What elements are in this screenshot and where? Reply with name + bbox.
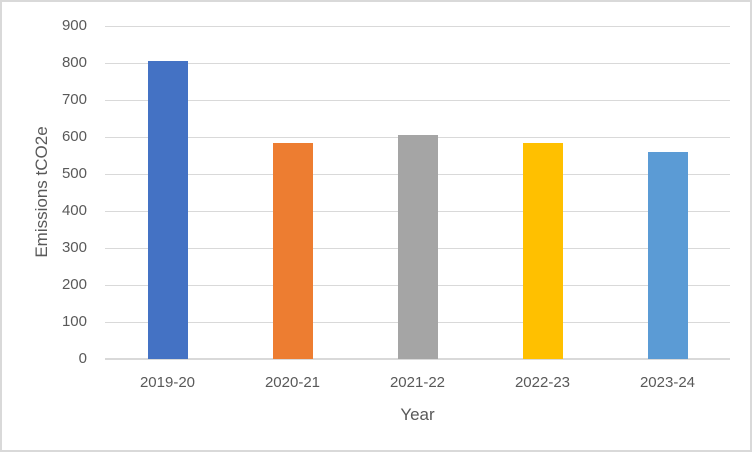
bar-2022-23	[522, 142, 563, 359]
gridline-800	[105, 63, 730, 64]
bar-2020-21	[272, 142, 313, 359]
y-tick-100: 100	[61, 313, 87, 330]
plot-area	[105, 26, 730, 360]
x-axis-line	[105, 358, 730, 360]
bar-2019-20	[147, 61, 188, 359]
gridline-700	[105, 100, 730, 101]
x-label-2021-22: 2021-22	[389, 374, 446, 391]
bar-2021-22	[397, 135, 438, 359]
bar-2023-24	[647, 151, 688, 359]
y-tick-200: 200	[61, 276, 87, 293]
x-label-2023-24: 2023-24	[639, 374, 696, 391]
gridline-900	[105, 26, 730, 27]
x-label-2019-20: 2019-20	[139, 374, 196, 391]
y-tick-800: 800	[61, 54, 87, 71]
y-axis-title: Emissions tCO2e	[32, 126, 51, 258]
y-tick-0: 0	[78, 350, 87, 367]
x-axis-title: Year	[400, 405, 435, 424]
y-tick-900: 900	[61, 17, 87, 34]
x-axis-category-labels: 2019-20 2020-21 2021-22 2022-23 2023-24	[105, 373, 730, 393]
y-tick-700: 700	[61, 91, 87, 108]
x-label-2022-23: 2022-23	[514, 374, 571, 391]
x-label-2020-21: 2020-21	[264, 374, 321, 391]
